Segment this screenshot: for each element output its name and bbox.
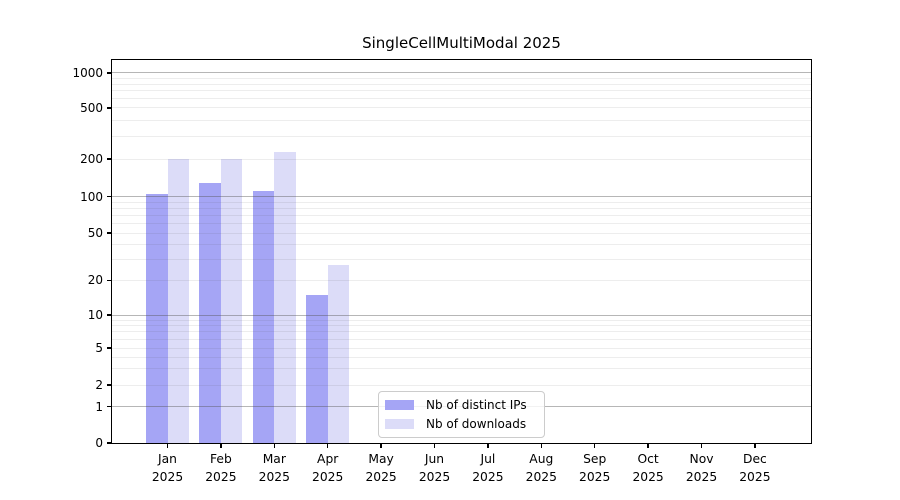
y-axis-tick (107, 72, 112, 74)
x-axis-month-label: Aug 2025 (525, 452, 557, 484)
x-axis-tick (487, 443, 489, 448)
y-axis-tick (107, 347, 112, 349)
x-axis-month-label: Jan 2025 (151, 452, 184, 484)
x-axis-tick (380, 443, 382, 448)
y-axis-tick (107, 232, 112, 234)
y-axis-tick-label: 1000 (72, 65, 103, 80)
y-axis-tick-label: 0 (95, 436, 103, 450)
bar-downloads (220, 159, 243, 443)
x-axis-month-label: Dec 2025 (739, 452, 771, 484)
y-axis-tick-label: 2 (95, 378, 103, 392)
x-axis-month-label: Mar 2025 (258, 452, 290, 484)
x-axis-month-label: Oct 2025 (632, 452, 664, 484)
bar-downloads (274, 152, 296, 443)
x-axis-month-label: Feb 2025 (205, 452, 237, 484)
y-axis-tick (107, 195, 112, 198)
y-axis-tick-label: 200 (80, 152, 103, 166)
x-axis-month-label: Apr 2025 (312, 452, 344, 484)
x-axis-month-label: Jul 2025 (472, 452, 504, 484)
bar-distinct-ips (199, 182, 221, 443)
x-axis-tick (754, 443, 756, 448)
y-axis-tick (107, 158, 112, 160)
chart-title: SingleCellMultiModal 2025 (362, 34, 561, 52)
x-axis-tick (220, 443, 222, 448)
gridline (112, 135, 811, 137)
y-axis-tick-label: 500 (80, 100, 103, 115)
x-axis-tick (433, 443, 436, 448)
legend-swatch-distinct-ips (385, 400, 414, 410)
plot-area (111, 59, 812, 444)
y-axis-tick (107, 279, 112, 282)
gridline (112, 77, 811, 79)
x-axis-tick (647, 443, 649, 448)
x-axis-tick (273, 443, 275, 448)
gridline (112, 107, 811, 109)
x-axis-tick (540, 443, 542, 448)
bar-distinct-ips (146, 194, 168, 443)
legend: Nb of distinct IPs Nb of downloads (378, 391, 545, 438)
y-axis-tick-label: 5 (95, 341, 103, 356)
gridline (112, 72, 811, 74)
y-axis-tick (107, 314, 112, 316)
x-axis-month-label: May 2025 (365, 452, 397, 484)
legend-item-distinct-ips: Nb of distinct IPs (385, 398, 536, 412)
gridline (112, 98, 811, 100)
bar-distinct-ips (252, 190, 275, 443)
x-axis-month-label: Nov 2025 (685, 452, 718, 484)
gridline (112, 90, 811, 92)
y-axis-tick-label: 20 (87, 273, 103, 288)
y-axis-tick-label: 1 (95, 399, 103, 414)
y-axis-tick (107, 107, 112, 109)
x-axis-month-label: Sep 2025 (579, 452, 611, 484)
y-axis-tick-label: 100 (80, 189, 103, 204)
x-axis-tick (594, 443, 596, 448)
y-axis-tick-label: 50 (87, 226, 103, 240)
y-axis-tick (107, 442, 112, 444)
y-axis-tick (107, 405, 112, 408)
legend-item-downloads: Nb of downloads (385, 417, 536, 431)
y-axis-tick (107, 384, 112, 386)
x-axis-tick (327, 443, 329, 448)
legend-label-downloads: Nb of downloads (426, 417, 527, 431)
bar-distinct-ips (306, 294, 328, 443)
x-axis-tick (166, 443, 169, 448)
y-axis-tick-label: 10 (87, 308, 103, 322)
legend-label-distinct-ips: Nb of distinct IPs (426, 398, 527, 412)
gridline (112, 83, 811, 85)
x-axis-tick (700, 443, 703, 448)
gridline (112, 158, 811, 160)
bar-downloads (327, 264, 350, 443)
gridline (112, 119, 811, 121)
x-axis-month-label: Jun 2025 (418, 452, 451, 484)
bar-downloads (167, 159, 189, 443)
legend-swatch-downloads (385, 419, 414, 429)
